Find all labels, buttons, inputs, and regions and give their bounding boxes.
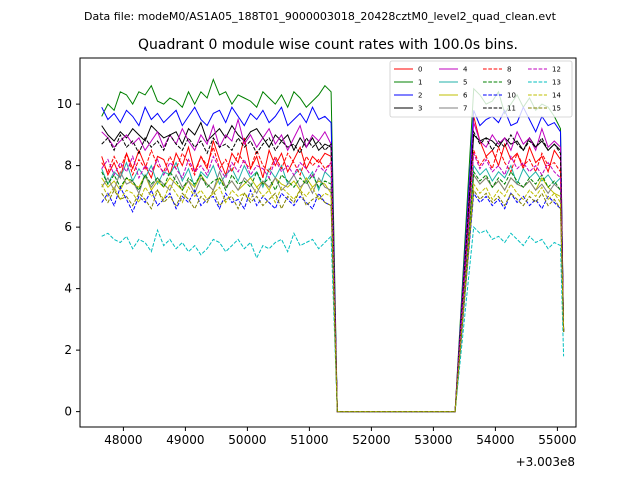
legend-label-11: 11 <box>507 105 516 113</box>
y-tick-label: 6 <box>64 220 72 234</box>
series-line-8 <box>101 145 565 413</box>
legend-label-15: 15 <box>552 105 561 113</box>
series-line-3 <box>101 121 565 413</box>
legend-label-7: 7 <box>463 105 467 113</box>
legend-label-4: 4 <box>463 66 468 74</box>
chart-title: Quadrant 0 module wise count rates with … <box>138 37 518 53</box>
legend-label-3: 3 <box>418 105 422 113</box>
legend-label-10: 10 <box>507 92 516 100</box>
x-offset-label: +3.003e8 <box>516 455 575 469</box>
series-line-9 <box>101 170 565 413</box>
plot-frame <box>79 57 577 428</box>
series-line-11 <box>101 129 565 413</box>
series-line-7 <box>101 170 565 413</box>
y-tick-label: 10 <box>57 97 72 111</box>
y-axis: 0 2 4 6 8 10 <box>57 97 80 419</box>
x-axis: 48000 49000 50000 51000 52000 53000 54000 55000 <box>104 427 576 447</box>
suptitle: Data file: modeM0/AS1A05_188T01_90000030… <box>84 10 557 23</box>
legend-label-1: 1 <box>418 79 422 87</box>
series-line-10 <box>101 185 565 413</box>
y-tick-label: 8 <box>64 159 72 173</box>
legend-label-6: 6 <box>463 92 468 100</box>
x-tick-label: 48000 <box>104 433 142 447</box>
x-tick-label: 51000 <box>290 433 328 447</box>
legend-label-12: 12 <box>552 66 561 74</box>
series-line-14 <box>101 182 565 413</box>
legend-label-14: 14 <box>552 92 561 100</box>
legend-label-9: 9 <box>507 79 511 87</box>
x-tick-label: 54000 <box>476 433 514 447</box>
legend-label-0: 0 <box>418 66 422 74</box>
series-line-12 <box>101 153 565 413</box>
y-tick-label: 2 <box>64 343 72 357</box>
series-line-0 <box>101 116 565 413</box>
y-tick-label: 4 <box>64 282 72 296</box>
series-line-4 <box>101 117 565 413</box>
x-tick-label: 53000 <box>414 433 452 447</box>
legend-label-2: 2 <box>418 92 422 100</box>
legend-label-8: 8 <box>507 66 511 74</box>
y-tick-label: 0 <box>64 405 72 419</box>
series-line-15 <box>101 188 565 413</box>
series-layer <box>101 78 565 413</box>
x-tick-label: 52000 <box>352 433 390 447</box>
legend-label-13: 13 <box>552 79 561 87</box>
x-tick-label: 49000 <box>166 433 204 447</box>
series-line-2 <box>101 105 565 413</box>
legend-frame <box>389 60 573 118</box>
legend-label-5: 5 <box>463 79 467 87</box>
x-tick-label: 50000 <box>228 433 266 447</box>
x-tick-label: 55000 <box>538 433 576 447</box>
